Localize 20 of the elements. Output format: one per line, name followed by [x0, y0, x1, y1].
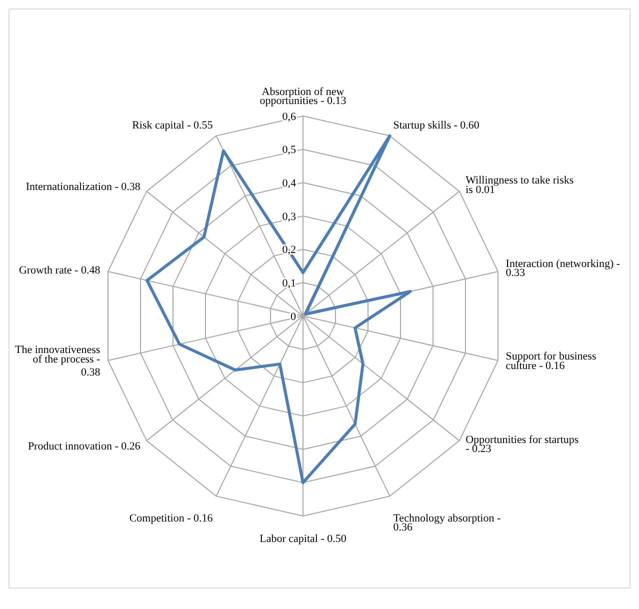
spoke-label: Opportunities for startups - 0.23: [466, 434, 579, 456]
spoke-label: Internationalization - 0.38: [26, 181, 141, 194]
spoke-label: Labor capital - 0.50: [260, 532, 347, 545]
spoke-label: Risk capital - 0.55: [132, 119, 214, 132]
spoke-label: Product innovation - 0.26: [28, 440, 141, 453]
spoke-label: Willingness to take risks is 0.01: [466, 174, 574, 196]
y-tick-label: 0,1: [282, 278, 296, 290]
spoke-label: Growth rate - 0.48: [18, 264, 101, 277]
spoke-label: Technology absorption - 0.36: [393, 512, 501, 534]
spoke-label: Startup skills - 0.60: [393, 119, 480, 132]
spoke-label: Support for business culture - 0.16: [506, 350, 596, 372]
spoke-label: Absorption of new opportunities - 0.13: [260, 86, 347, 107]
y-tick-label: 0,3: [282, 210, 296, 223]
y-tick-label: 0,5: [282, 144, 296, 156]
spoke-label: Interaction (networking) - 0.33: [506, 258, 620, 280]
spoke-label: Competition - 0.16: [129, 512, 214, 524]
y-tick-label: 0,6: [282, 110, 296, 123]
y-tick-label: 0: [290, 310, 296, 323]
y-tick-label: 0,4: [282, 178, 296, 190]
spoke-label: The innovativeness of the process - 0.38: [14, 344, 101, 378]
